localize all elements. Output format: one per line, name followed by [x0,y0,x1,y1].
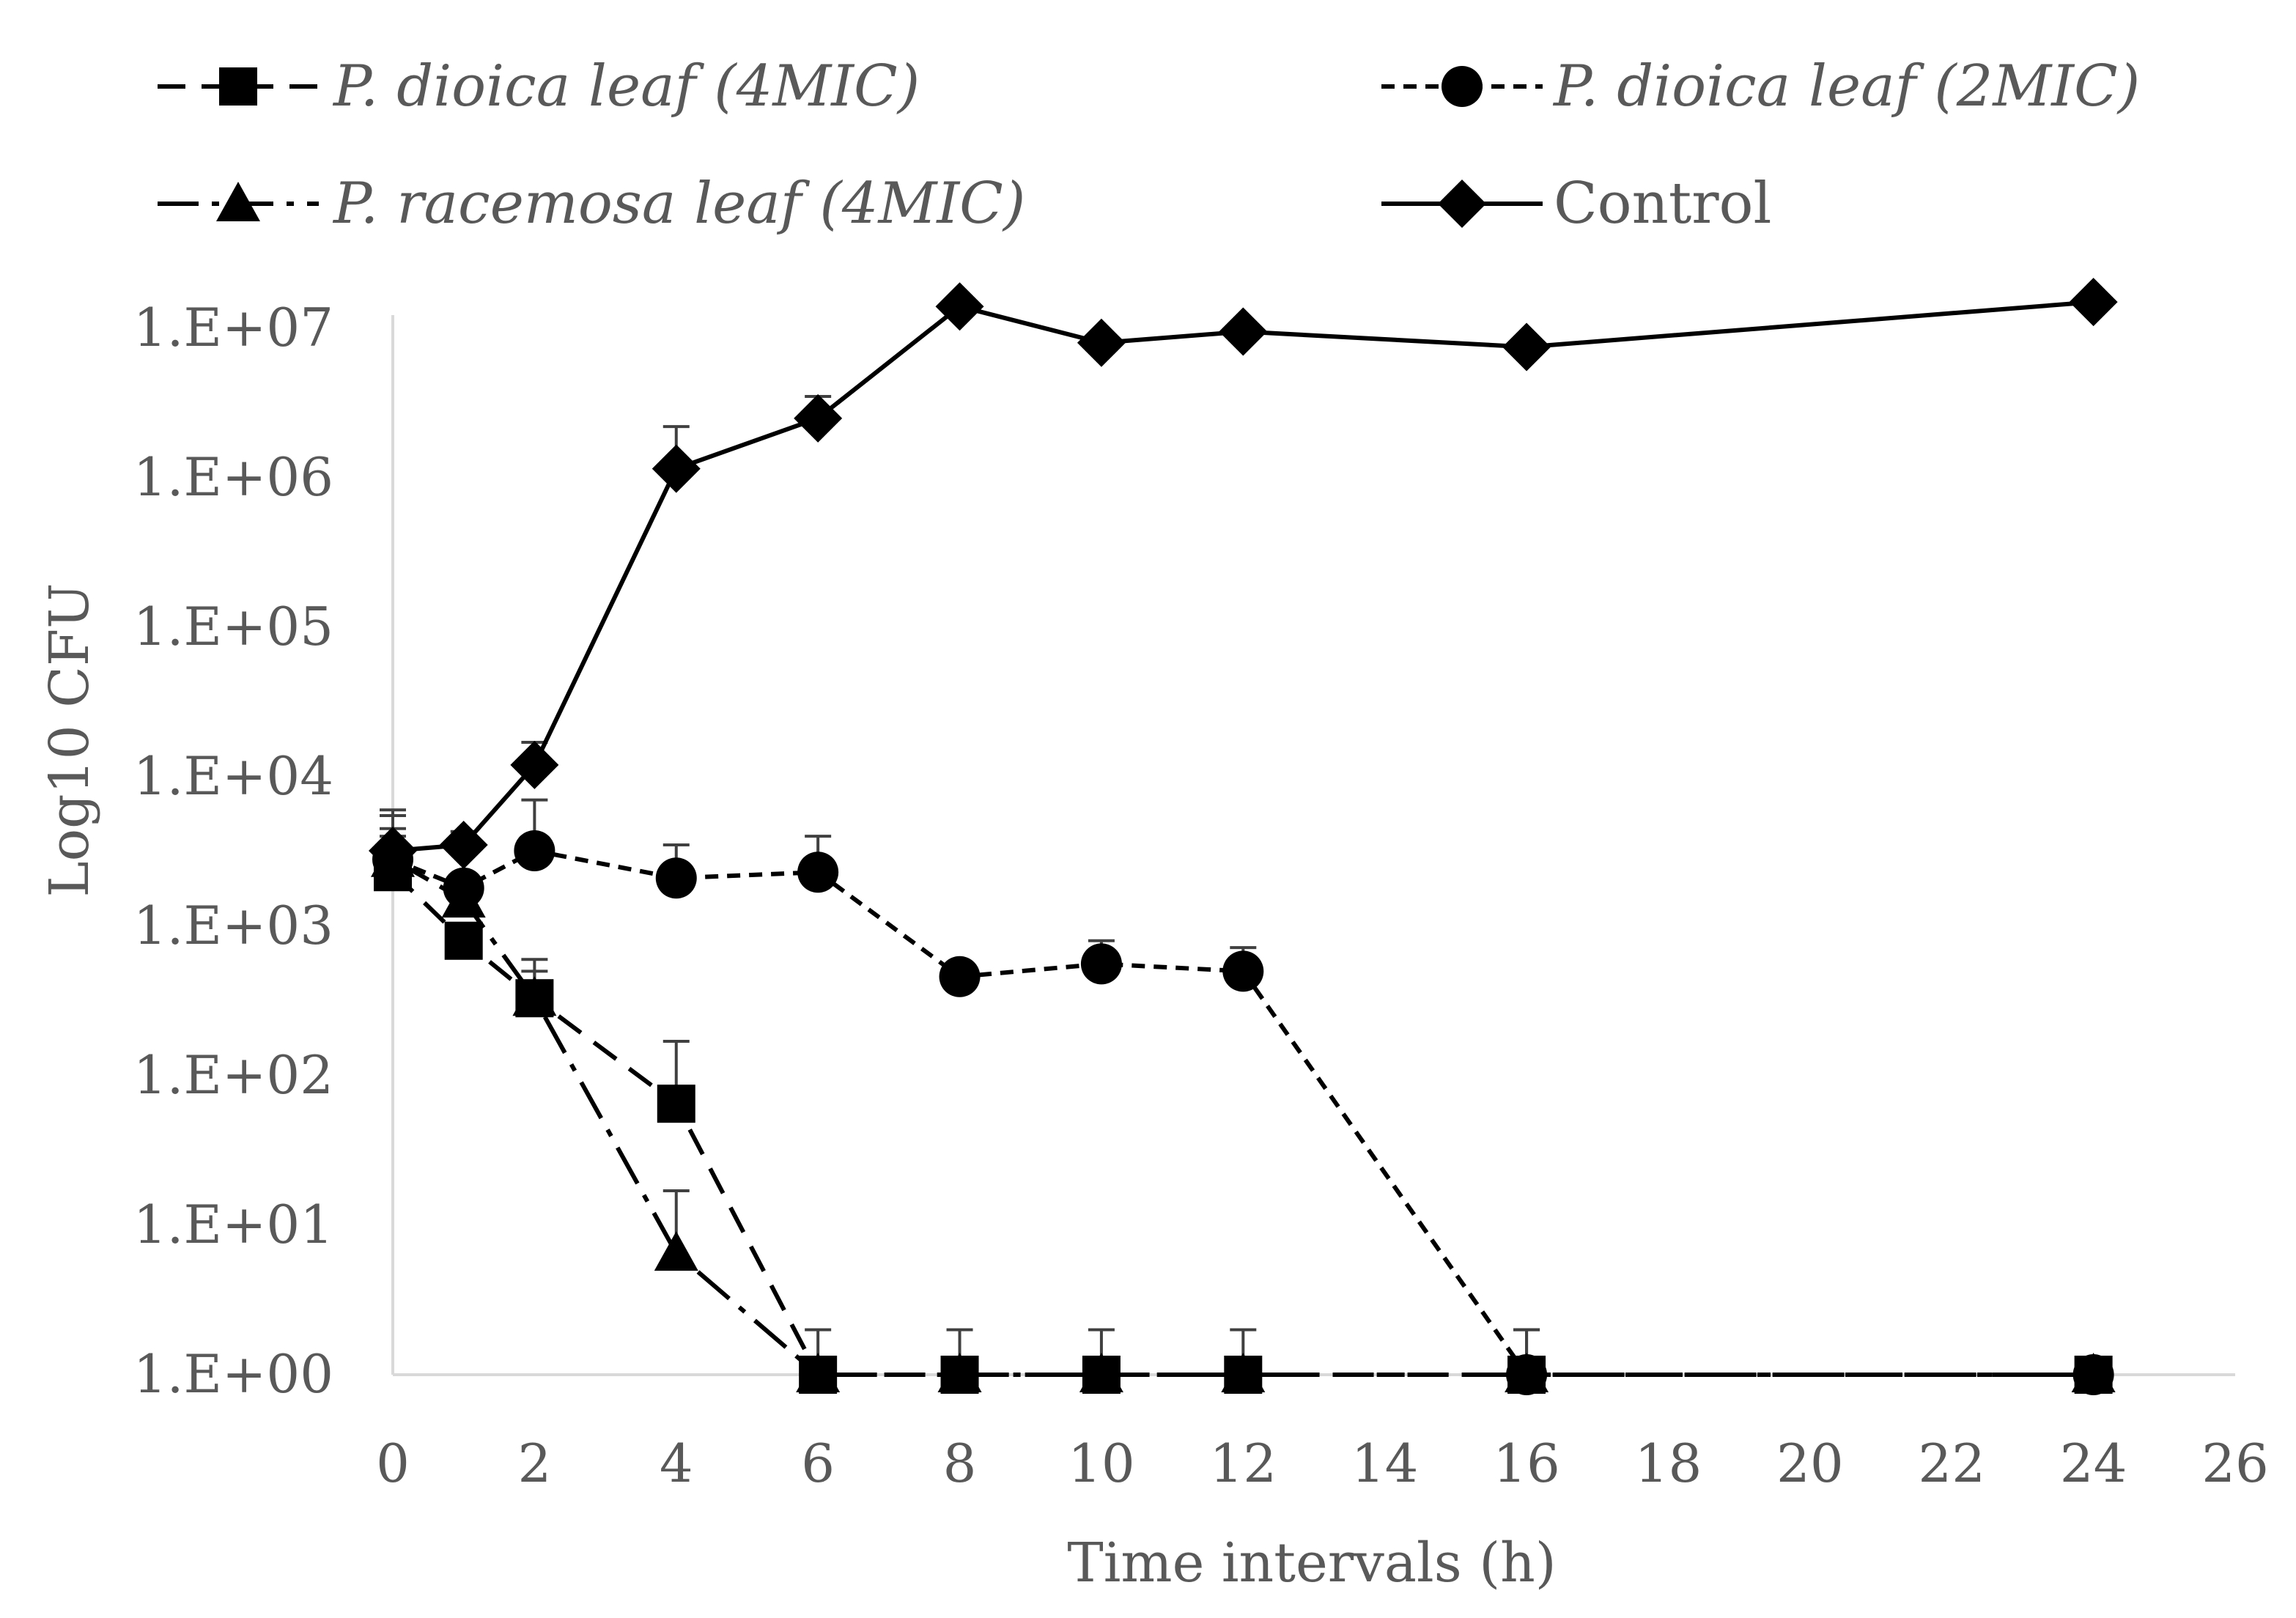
x-tick-label: 18 [1635,1433,1702,1494]
data-point [1505,1353,1549,1392]
x-tick-label: 2 [517,1433,551,1494]
x-tick-label: 6 [801,1433,835,1494]
series-line [391,857,2094,1377]
data-point [937,1353,982,1392]
legend-item: Control [1381,171,1771,237]
legend-marker [1438,180,1486,228]
y-axis-title: Log10 CFU [38,583,101,897]
x-tick-labels: 0 2 4 6 8 10 12 14 16 18 20 22 24 26 [376,1433,2269,1494]
data-point [796,1353,841,1392]
series-line [392,300,2094,853]
data-point [651,444,701,493]
legend-label: P. dioica leaf (2MIC) [1552,53,2140,119]
y-tick-label: 1.E+04 [133,745,333,807]
data-point [1502,322,1551,372]
y-tick-labels: 1.E+00 1.E+01 1.E+02 1.E+03 1.E+04 1.E+05 1.E+… [133,297,333,1405]
data-point [657,1085,695,1123]
x-tick-label: 12 [1209,1433,1277,1494]
legend-item: P. racemosa leaf (4MIC) [158,171,1025,237]
x-tick-label: 0 [376,1433,410,1494]
data-point [510,740,559,789]
plot-area [369,278,2118,1395]
x-tick-label: 20 [1776,1433,1844,1494]
y-tick-label: 1.E+03 [133,895,333,956]
data-point [794,394,843,443]
error-bars [380,395,1540,1375]
y-tick-label: 1.E+02 [133,1044,333,1106]
data-point [1080,943,1122,985]
data-point [2069,278,2118,327]
x-tick-label: 4 [660,1433,693,1494]
data-point [654,1231,698,1271]
data-point [1077,318,1126,367]
series-line [391,871,2094,1377]
data-point [939,956,981,997]
legend-marker [1442,66,1483,107]
data-point [512,976,557,1016]
y-tick-label: 1.E+00 [133,1343,333,1405]
x-tick-label: 10 [1068,1433,1135,1494]
x-tick-label: 14 [1351,1433,1419,1494]
legend-label: P. racemosa leaf (4MIC) [332,171,1025,237]
data-point [1079,1353,1123,1392]
data-point [1219,307,1268,356]
data-point [797,852,839,893]
series-line [391,848,2094,1377]
legend-item: P. dioica leaf (4MIC) [158,53,920,119]
y-tick-label: 1.E+07 [133,297,333,358]
x-tick-label: 26 [2201,1433,2269,1494]
data-point [369,826,417,875]
x-axis-title: Time intervals (h) [1067,1532,1556,1595]
x-tick-label: 8 [943,1433,977,1494]
data-point [441,878,486,918]
legend-item: P. dioica leaf (2MIC) [1381,53,2140,119]
x-tick-label: 16 [1493,1433,1560,1494]
data-point [2071,1353,2116,1392]
series-markers [369,278,2118,1395]
data-point [444,921,483,960]
series-lines [391,300,2094,1377]
x-tick-label: 24 [2060,1433,2127,1494]
data-point [1222,950,1264,992]
legend-marker [216,182,260,221]
legend-label: Control [1554,171,1771,237]
y-tick-label: 1.E+05 [133,596,333,657]
y-tick-label: 1.E+01 [133,1194,333,1255]
y-tick-label: 1.E+06 [133,446,333,508]
legend: P. dioica leaf (4MIC) P. dioica leaf (2MI… [158,53,2140,237]
data-point [655,857,697,899]
legend-label: P. dioica leaf (4MIC) [332,53,920,119]
data-point [514,830,555,871]
x-tick-label: 22 [1918,1433,1985,1494]
data-point [439,821,488,870]
legend-marker [219,67,257,106]
data-point [935,282,984,331]
data-point [1221,1353,1266,1392]
